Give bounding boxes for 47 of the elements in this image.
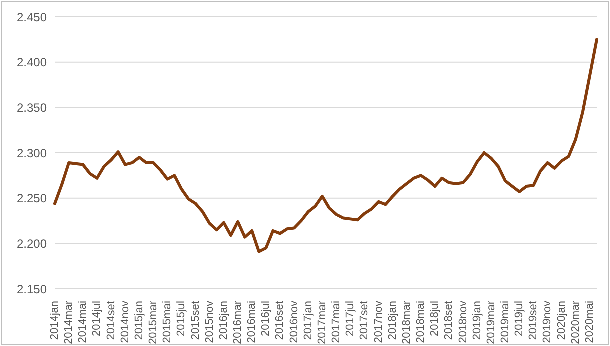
x-tick-label: 2017jul: [344, 301, 357, 336]
x-tick-label: 2018jul: [429, 301, 442, 336]
x-tick-label: 2014jul: [91, 301, 104, 336]
x-tick-label: 2017mar: [316, 300, 328, 344]
x-tick-label: 2016mai: [246, 301, 258, 344]
y-tick-label: 2.200: [16, 236, 48, 251]
x-tick-label: 2016jul: [260, 301, 272, 336]
x-tick-label: 2020mai: [584, 301, 596, 344]
x-tick-label: 2014mar: [63, 300, 76, 344]
x-tick-label: 2018nov: [457, 300, 470, 344]
x-tick-label: 2019jan: [471, 301, 484, 340]
x-tick-label: 2018mai: [415, 301, 428, 344]
y-tick-label: 2.300: [16, 146, 48, 160]
x-tick-label: 2017nov: [372, 300, 385, 344]
x-tick-label: 2015mar: [148, 300, 160, 344]
x-tick-label: 2017set: [358, 301, 371, 340]
x-tick-label: 2020mar: [570, 300, 582, 344]
x-tick-label: 2016set: [274, 301, 286, 340]
x-tick-label: 2015set: [190, 301, 202, 340]
x-tick-label: 2019jul: [514, 301, 526, 336]
x-tick-label: 2015jan: [133, 301, 146, 340]
x-tick-label: 2017mai: [330, 301, 343, 344]
x-tick-label: 2014jan: [49, 301, 61, 340]
x-tick-label: 2016nov: [288, 300, 300, 344]
x-tick-label: 2018jan: [386, 301, 399, 340]
x-tick-label: 2014nov: [119, 300, 132, 344]
x-tick-label: 2019mai: [499, 301, 512, 344]
y-tick-label: 2.350: [16, 100, 48, 115]
x-tick-label: 2014mai: [77, 301, 90, 344]
x-tick-label: 2014set: [105, 301, 118, 340]
x-tick-label: 2018set: [443, 301, 456, 340]
x-tick-label: 2017jan: [302, 301, 314, 340]
x-tick-label: 2015nov: [204, 300, 216, 344]
x-tick-label: 2020jan: [556, 301, 568, 340]
y-tick-label: 2.400: [16, 56, 48, 70]
x-tick-label: 2019nov: [542, 300, 554, 344]
y-tick-label: 2.450: [16, 10, 48, 24]
y-tick-label: 2.150: [16, 282, 48, 296]
x-tick-label: 2015mai: [162, 301, 174, 344]
line-series: [54, 38, 598, 254]
x-tick-label: 2019set: [528, 301, 540, 340]
x-tick-label: 2018mar: [400, 300, 413, 344]
y-tick-label: 2.250: [16, 192, 48, 206]
x-tick-label: 2019mar: [485, 300, 498, 344]
x-tick-label: 2016mar: [232, 300, 244, 344]
x-tick-label: 2015jul: [176, 301, 188, 336]
x-tick-label: 2016jan: [218, 301, 230, 340]
